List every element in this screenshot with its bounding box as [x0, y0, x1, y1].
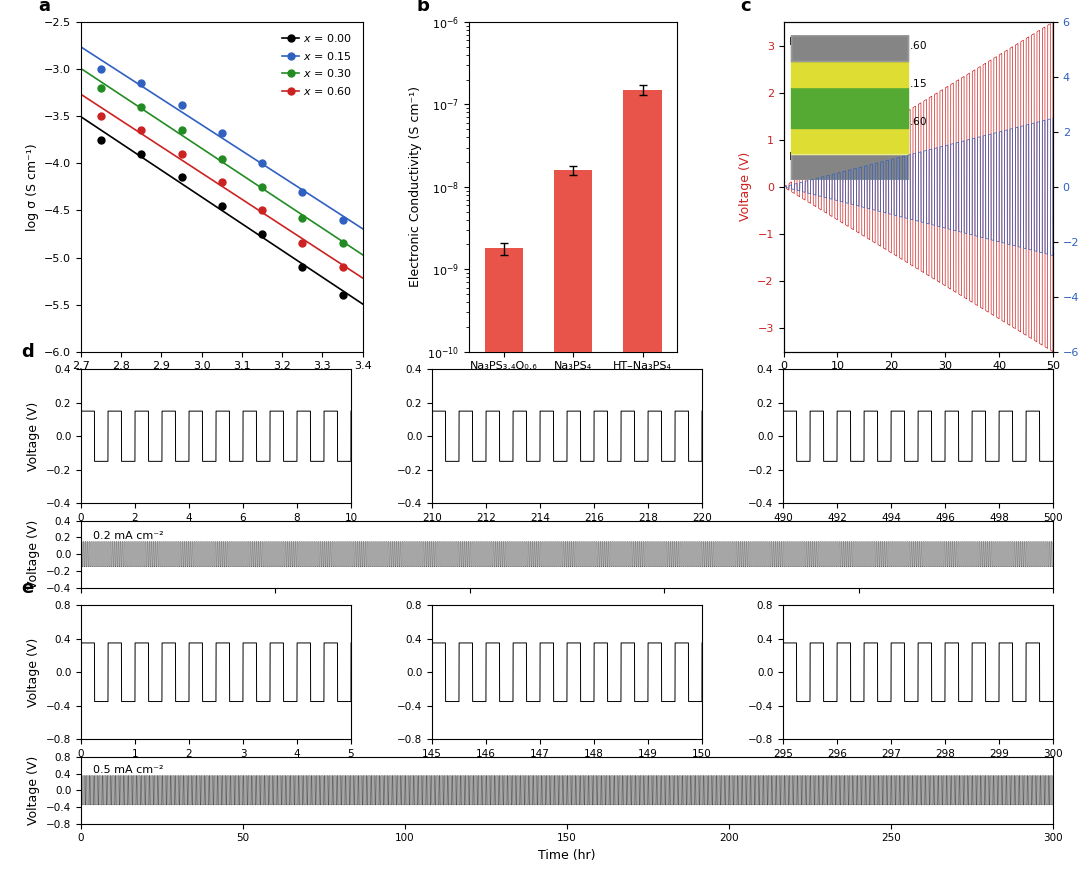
- Y-axis label: log σ (S cm⁻¹): log σ (S cm⁻¹): [26, 143, 39, 231]
- Text: Na: Na: [788, 37, 805, 47]
- Text: c: c: [741, 0, 751, 16]
- Legend: $x$ = 0.00, $x$ = 0.15, $x$ = 0.30, $x$ = 0.60: $x$ = 0.00, $x$ = 0.15, $x$ = 0.30, $x$ …: [278, 27, 357, 101]
- X-axis label: Time (hr): Time (hr): [538, 849, 596, 862]
- Y-axis label: Voltage (V): Voltage (V): [27, 638, 40, 707]
- X-axis label: Time (hr): Time (hr): [890, 377, 947, 390]
- X-axis label: 1000/T (K⁻¹): 1000/T (K⁻¹): [184, 377, 260, 390]
- Y-axis label: Voltage (V): Voltage (V): [739, 152, 752, 221]
- Text: a: a: [39, 0, 51, 16]
- Bar: [554, 170, 592, 881]
- Text: Na: Na: [788, 152, 805, 162]
- Text: $x$ = 0.15: $x$ = 0.15: [880, 77, 927, 89]
- Bar: [623, 90, 662, 881]
- Bar: [485, 248, 523, 881]
- Y-axis label: Voltage (V): Voltage (V): [27, 520, 40, 589]
- Text: 0.5 mA cm⁻²: 0.5 mA cm⁻²: [93, 765, 163, 774]
- Y-axis label: Electronic Conductivity (S cm⁻¹): Electronic Conductivity (S cm⁻¹): [408, 86, 421, 287]
- Text: d: d: [22, 344, 35, 361]
- Y-axis label: Voltage (V): Voltage (V): [27, 402, 40, 470]
- Y-axis label: Voltage (V): Voltage (V): [27, 756, 40, 825]
- Text: b: b: [417, 0, 430, 16]
- Text: e: e: [22, 579, 33, 597]
- Text: $x$ = 0.60: $x$ = 0.60: [880, 39, 927, 51]
- Text: $x$ = 0.60: $x$ = 0.60: [880, 115, 927, 127]
- Text: 0.2 mA cm⁻²: 0.2 mA cm⁻²: [93, 530, 163, 541]
